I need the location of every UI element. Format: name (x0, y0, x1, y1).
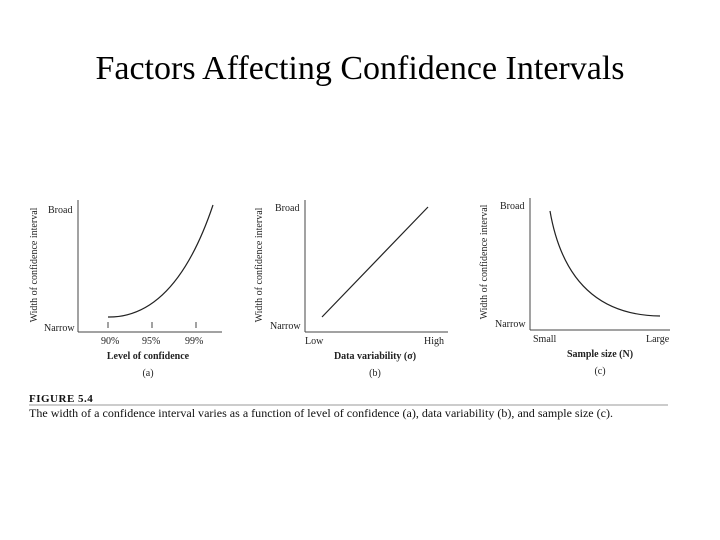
panel-b-xright-label: High (424, 336, 444, 347)
panel-a-xtick-99: 99% (185, 336, 203, 347)
panel-c-curve (549, 210, 661, 317)
panel-a-x-axis-label: Level of confidence (107, 351, 190, 362)
panel-b: Width of confidence interval Broad Narro… (254, 200, 448, 379)
figure-caption: The width of a confidence interval varie… (29, 408, 613, 420)
figure-caption-block: FIGURE 5.4 The width of a confidence int… (29, 393, 668, 420)
panel-a-ytop-label: Broad (48, 205, 72, 216)
panel-c: Width of confidence interval Broad Narro… (479, 198, 670, 377)
panel-c-ytop-label: Broad (500, 201, 524, 212)
panel-b-x-axis-label: Data variability (σ) (334, 351, 416, 362)
panel-c-xleft-label: Small (533, 334, 557, 345)
panel-b-y-axis-label: Width of confidence interval (254, 207, 265, 322)
panel-c-y-axis-label: Width of confidence interval (479, 204, 490, 319)
panel-a-xtick-90: 90% (101, 336, 119, 347)
panel-a-xtick-95: 95% (142, 336, 160, 347)
panel-a-curve (107, 204, 214, 318)
panel-b-line (321, 206, 429, 318)
panel-a-caption-letter: (a) (142, 368, 153, 379)
panel-b-xleft-label: Low (305, 336, 324, 347)
panel-a: Width of confidence interval Broad Narro… (29, 200, 222, 379)
panel-c-caption-letter: (c) (594, 366, 605, 377)
panel-b-caption-letter: (b) (369, 368, 381, 379)
panel-b-ytop-label: Broad (275, 203, 299, 214)
panel-a-y-axis-label: Width of confidence interval (29, 207, 40, 322)
panel-b-ybottom-label: Narrow (270, 321, 301, 332)
panel-c-x-axis-label: Sample size (N) (567, 349, 633, 360)
slide-title: Factors Affecting Confidence Intervals (95, 50, 625, 87)
figure-label: FIGURE 5.4 (29, 393, 93, 405)
panel-c-xright-label: Large (646, 334, 670, 345)
panel-c-ybottom-label: Narrow (495, 319, 526, 330)
panel-a-ybottom-label: Narrow (44, 323, 75, 334)
